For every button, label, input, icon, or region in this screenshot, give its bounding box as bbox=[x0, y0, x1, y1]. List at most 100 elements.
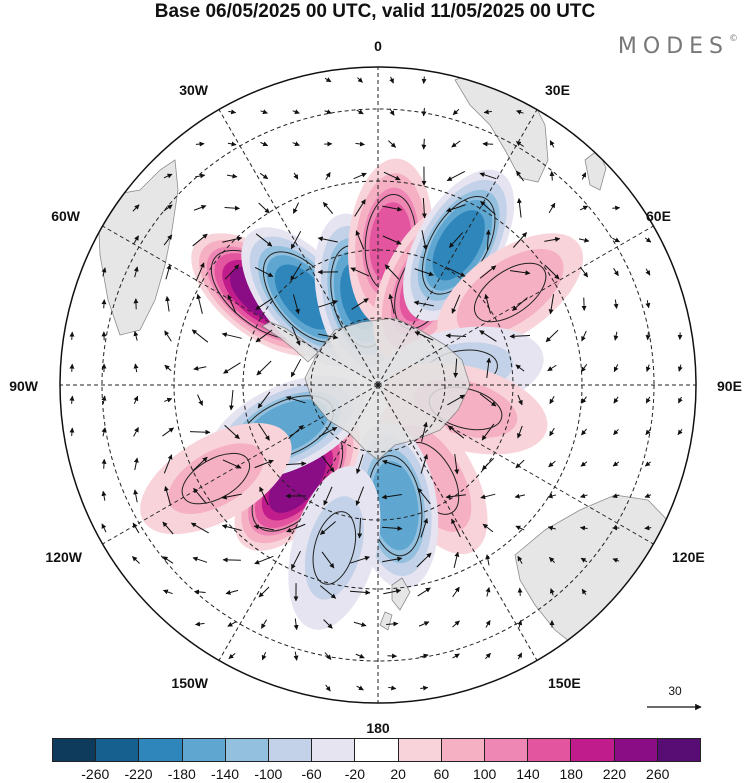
wind-vector-arrow bbox=[259, 486, 269, 506]
lon-label-150w: 150W bbox=[171, 675, 208, 691]
copyright-mark: © bbox=[729, 34, 738, 44]
wind-vector-arrow bbox=[355, 141, 365, 147]
wind-vector-arrow bbox=[258, 423, 270, 441]
wind-vector-arrow bbox=[190, 522, 209, 534]
wind-vector-arrow bbox=[163, 173, 173, 179]
wind-vector-arrow bbox=[581, 396, 587, 404]
wind-vector-arrow bbox=[612, 493, 620, 499]
wind-vector-arrow bbox=[545, 329, 559, 343]
wind-vector-arrow bbox=[133, 266, 139, 278]
wind-vector-arrow bbox=[416, 552, 432, 568]
wind-vector-arrow bbox=[163, 204, 173, 212]
wind-vector-arrow bbox=[549, 170, 555, 181]
wind-vector-arrow bbox=[162, 427, 174, 437]
wind-vector-arrow bbox=[356, 685, 364, 691]
wind-vector-arrow bbox=[420, 518, 429, 538]
streamline-contour bbox=[312, 511, 357, 585]
wind-vector-arrow bbox=[224, 205, 240, 211]
lon-label-60e: 60E bbox=[646, 208, 671, 224]
wind-vector-arrow bbox=[101, 395, 107, 405]
wind-vector-arrow bbox=[288, 424, 304, 440]
wind-vector-arrow bbox=[193, 365, 207, 371]
wind-vector-arrow bbox=[517, 587, 523, 596]
wind-vector-arrow bbox=[548, 294, 555, 315]
wind-vector-arrow bbox=[515, 170, 525, 182]
map-title: Base 06/05/2025 00 UTC, valid 11/05/2025… bbox=[154, 1, 596, 22]
wind-vector-arrow bbox=[165, 264, 172, 280]
wind-vector-arrow bbox=[189, 429, 211, 435]
wind-vector-arrow bbox=[323, 486, 333, 506]
wind-vector-arrow bbox=[613, 428, 619, 436]
wind-vector-arrow bbox=[291, 326, 301, 346]
wind-vector-arrow bbox=[448, 232, 464, 248]
wind-vector-arrow bbox=[382, 205, 403, 212]
colorbar-tick-label: -60 bbox=[301, 766, 322, 782]
wind-vector-arrow bbox=[389, 108, 395, 116]
wind-vector-arrow bbox=[451, 518, 461, 538]
wind-vector-arrow bbox=[132, 522, 140, 534]
colorbar-tick-label: 60 bbox=[433, 766, 450, 782]
wind-vector-arrow bbox=[357, 517, 363, 539]
wind-vector-arrow bbox=[580, 205, 589, 211]
colorbar-tick-label: 100 bbox=[472, 766, 497, 782]
wind-vector-arrow bbox=[164, 364, 172, 372]
wind-vector-arrow bbox=[195, 262, 205, 282]
wind-vector-arrow bbox=[547, 493, 557, 499]
wind-vector-arrow bbox=[645, 429, 651, 436]
wind-vector-arrow bbox=[517, 652, 523, 660]
wind-vector-arrow bbox=[579, 493, 588, 499]
wind-vector-arrow bbox=[257, 391, 271, 409]
wind-vector-arrow bbox=[253, 524, 274, 531]
colorbar-cell bbox=[614, 739, 658, 761]
anomaly-contour-fill bbox=[274, 264, 334, 330]
wind-vector-arrow bbox=[515, 141, 524, 147]
wind-vector-arrow bbox=[485, 586, 491, 597]
wind-vector-arrow bbox=[580, 557, 588, 563]
wind-vector-arrow bbox=[381, 493, 402, 500]
colorbar-cell bbox=[182, 739, 226, 761]
colorbar-tick-label: -260 bbox=[81, 766, 110, 782]
wind-vector-arrow bbox=[486, 357, 492, 378]
meridian-line bbox=[377, 219, 665, 386]
wind-vector-arrow bbox=[101, 299, 107, 309]
anomaly-contour-fill bbox=[268, 449, 327, 513]
wind-vector-arrow bbox=[324, 77, 332, 83]
wind-vector-arrow bbox=[580, 461, 588, 467]
wind-vector-arrow bbox=[644, 493, 652, 498]
map-border bbox=[59, 66, 697, 704]
anomaly-contour-fill bbox=[168, 443, 264, 514]
wind-vector-arrow bbox=[645, 332, 651, 341]
wind-vector-arrow bbox=[355, 454, 364, 475]
wind-vector-arrow bbox=[512, 232, 528, 248]
wind-vector-arrow bbox=[101, 490, 107, 501]
colorbar-tick-label: -20 bbox=[344, 766, 365, 782]
lon-label-90w: 90W bbox=[9, 378, 38, 394]
wind-vector-arrow bbox=[323, 619, 333, 629]
meridian-line bbox=[91, 219, 379, 386]
wind-vector-arrow bbox=[549, 140, 555, 148]
colorbar-cell bbox=[269, 739, 313, 761]
wind-vector-arrow bbox=[421, 197, 427, 219]
wind-vector-arrow bbox=[321, 455, 335, 473]
wind-vector-arrow bbox=[292, 109, 300, 114]
wind-vector-arrow bbox=[293, 172, 299, 180]
modes-logo: MODES© bbox=[618, 34, 738, 59]
wind-vector-arrow bbox=[549, 427, 555, 437]
wind-vector-arrow bbox=[547, 364, 557, 372]
colorbar-cell bbox=[53, 739, 97, 761]
wind-vector-arrow bbox=[515, 525, 525, 531]
wind-vector-arrow bbox=[285, 461, 307, 467]
wind-vector-arrow bbox=[319, 585, 337, 599]
meridian-line bbox=[212, 98, 379, 386]
wind-vector-arrow bbox=[133, 330, 139, 341]
wind-vector-arrow bbox=[349, 589, 371, 595]
wind-vector-arrow bbox=[133, 427, 139, 437]
wind-vector-arrow bbox=[221, 493, 242, 500]
meridian-line bbox=[377, 384, 544, 672]
wind-vector-arrow bbox=[419, 653, 429, 659]
wind-vector-arrow bbox=[451, 140, 461, 148]
colorbar-cell bbox=[528, 739, 572, 761]
wind-vector-arrow bbox=[549, 588, 555, 596]
wind-vector-arrow bbox=[481, 457, 495, 471]
